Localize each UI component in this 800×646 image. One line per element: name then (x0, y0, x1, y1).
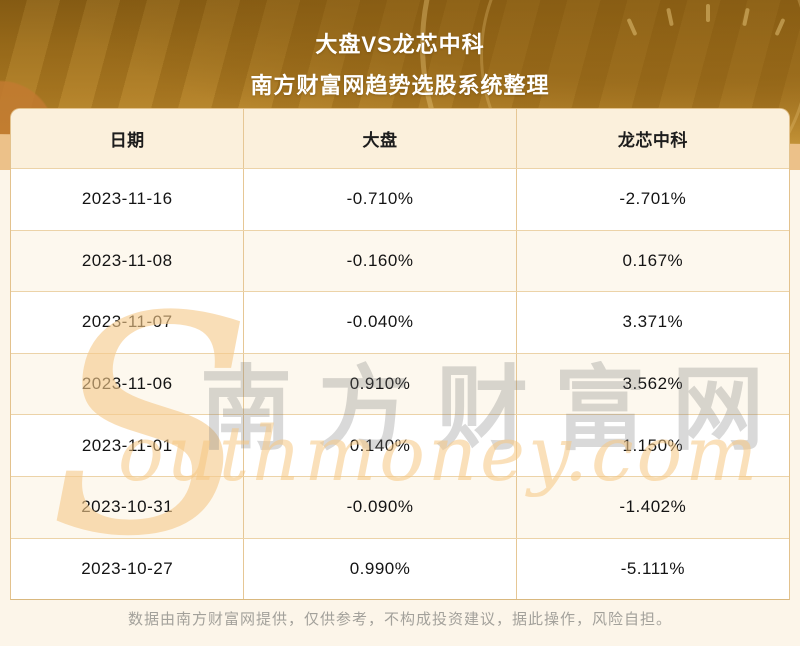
table-row: 2023-10-27 0.990% -5.111% (11, 537, 789, 600)
stock-change-cell: -5.111% (620, 558, 685, 578)
date-cell: 2023-10-31 (11, 476, 245, 538)
col-header-stock: 龙芯中科 (617, 131, 688, 150)
table-row: 2023-11-16 -0.710% -2.701% (11, 168, 789, 230)
market-change-cell: 0.910% (244, 353, 517, 415)
stock-change-cell: 3.562% (622, 374, 684, 394)
market-change-cell: -0.710% (244, 169, 517, 230)
page-subtitle: 南方财富网趋势选股系统整理 (250, 73, 550, 98)
table-row: 2023-10-31 -0.090% -1.402% (11, 475, 789, 538)
stock-change-cell: 3.371% (622, 312, 684, 332)
date-cell: 2023-11-08 (11, 230, 245, 292)
page-title: 大盘VS龙芯中科 (315, 32, 485, 57)
date-cell: 2023-11-06 (11, 353, 245, 415)
title-block: 大盘VS龙芯中科 南方财富网趋势选股系统整理 (0, 0, 800, 100)
date-cell: 2023-11-07 (11, 292, 245, 353)
market-change-cell: -0.160% (244, 230, 517, 292)
table-row: 2023-11-07 -0.040% 3.371% (11, 291, 789, 353)
col-header-market: 大盘 (244, 109, 517, 168)
stock-change-cell: -1.402% (619, 497, 687, 517)
fuel-gauge-arc-icon (420, 0, 800, 170)
stock-change-cell: 0.167% (622, 250, 684, 270)
data-table: 日期 大盘 龙芯中科 2023-11-16 -0.710% -2.701% 20… (10, 108, 790, 601)
table-body: 2023-11-16 -0.710% -2.701% 2023-11-08 -0… (11, 168, 789, 600)
table-row: 2023-11-06 0.910% 3.562% (11, 352, 789, 415)
table-header-row: 日期 大盘 龙芯中科 (11, 109, 789, 168)
table-row: 2023-11-08 -0.160% 0.167% (11, 229, 789, 292)
stock-change-cell: -2.701% (619, 189, 687, 209)
date-cell: 2023-11-16 (11, 169, 245, 230)
market-change-cell: -0.090% (244, 476, 517, 538)
footer-disclaimer: 数据由南方财富网提供，仅供参考，不构成投资建议，据此操作，风险自担。 (127, 611, 672, 628)
col-header-date: 日期 (11, 109, 245, 168)
market-change-cell: 0.140% (244, 415, 517, 476)
date-cell: 2023-11-01 (11, 415, 245, 476)
table-row: 2023-11-01 0.140% 1.150% (11, 414, 789, 476)
gauge-tick-icon (706, 4, 710, 22)
market-change-cell: -0.040% (244, 292, 517, 353)
stock-change-cell: 1.150% (622, 435, 684, 455)
market-change-cell: 0.990% (244, 538, 517, 600)
date-cell: 2023-10-27 (11, 538, 245, 600)
